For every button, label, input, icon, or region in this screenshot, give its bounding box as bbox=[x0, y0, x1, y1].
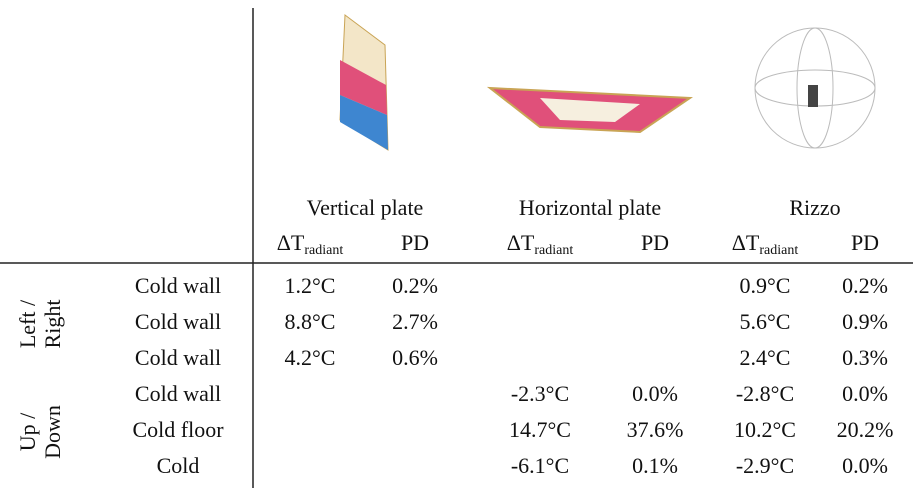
cell: 14.7°C bbox=[509, 417, 571, 442]
column-symbol: ΔT bbox=[277, 230, 305, 255]
group-label: Left / bbox=[15, 299, 40, 348]
cell: 2.7% bbox=[392, 309, 438, 334]
cell: 0.0% bbox=[842, 381, 888, 406]
cell: 37.6% bbox=[627, 417, 684, 442]
column-symbol: PD bbox=[851, 230, 879, 255]
cell: 0.3% bbox=[842, 345, 888, 370]
column-symbol: ΔT bbox=[507, 230, 535, 255]
group-label: Down bbox=[40, 405, 65, 459]
cell: 5.6°C bbox=[740, 309, 791, 334]
cell: 0.1% bbox=[632, 453, 678, 478]
cell: 10.2°C bbox=[734, 417, 796, 442]
cell: 1.2°C bbox=[285, 273, 336, 298]
column-header: ΔTradiant bbox=[507, 230, 574, 258]
column-header: PD bbox=[641, 230, 669, 255]
cell: 0.2% bbox=[842, 273, 888, 298]
column-header: PD bbox=[851, 230, 879, 255]
cell: 0.0% bbox=[632, 381, 678, 406]
cell: 0.9°C bbox=[740, 273, 791, 298]
method-name: Horizontal plate bbox=[519, 195, 661, 220]
cell: 0.9% bbox=[842, 309, 888, 334]
row-label: Cold wall bbox=[135, 273, 221, 298]
group-label: Right bbox=[40, 300, 65, 349]
row-label: Cold bbox=[157, 453, 200, 478]
column-header: PD bbox=[401, 230, 429, 255]
row-label: Cold wall bbox=[135, 381, 221, 406]
column-subscript: radiant bbox=[304, 243, 343, 258]
cell: 8.8°C bbox=[285, 309, 336, 334]
column-header: ΔTradiant bbox=[732, 230, 799, 258]
row-label: Cold wall bbox=[135, 309, 221, 334]
row-label: Cold floor bbox=[132, 417, 224, 442]
cell: -2.9°C bbox=[736, 453, 794, 478]
cell: 20.2% bbox=[837, 417, 894, 442]
cell: 0.0% bbox=[842, 453, 888, 478]
cell: -2.3°C bbox=[511, 381, 569, 406]
rizzo-sphere-sketch bbox=[754, 27, 876, 149]
method-name: Rizzo bbox=[789, 195, 840, 220]
horizontal-plate-sketch bbox=[486, 86, 694, 134]
column-symbol: PD bbox=[641, 230, 669, 255]
column-subscript: radiant bbox=[534, 243, 573, 258]
method-name: Vertical plate bbox=[307, 195, 424, 220]
cell: -6.1°C bbox=[511, 453, 569, 478]
column-subscript: radiant bbox=[759, 243, 798, 258]
cell: 4.2°C bbox=[285, 345, 336, 370]
row-label: Cold wall bbox=[135, 345, 221, 370]
cell: -2.8°C bbox=[736, 381, 794, 406]
column-header: ΔTradiant bbox=[277, 230, 344, 258]
column-symbol: PD bbox=[401, 230, 429, 255]
group-label: Up / bbox=[15, 412, 40, 451]
column-symbol: ΔT bbox=[732, 230, 760, 255]
cell: 0.6% bbox=[392, 345, 438, 370]
vertical-plate-sketch bbox=[339, 14, 389, 151]
cell: 0.2% bbox=[392, 273, 438, 298]
cell: 2.4°C bbox=[740, 345, 791, 370]
